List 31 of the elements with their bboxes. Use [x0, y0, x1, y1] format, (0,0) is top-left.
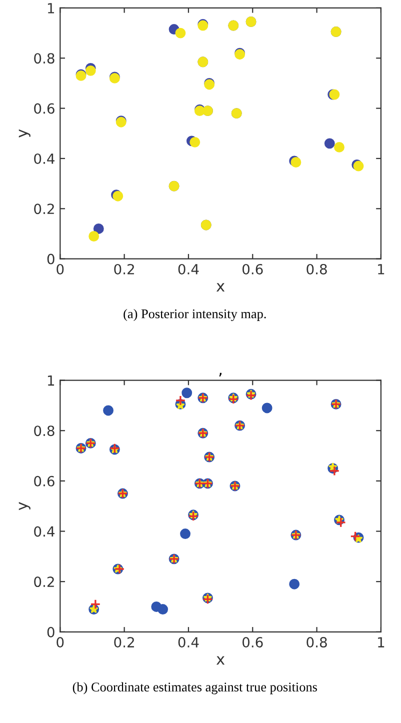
- y-tick-label: 0.4: [34, 526, 55, 537]
- x-axis-title: x: [216, 656, 225, 665]
- y-tick-label: 0: [47, 254, 54, 264]
- x-tick-label: 0.8: [306, 637, 327, 648]
- y-tick-label: 1: [48, 375, 54, 386]
- y-tick-label: 0.4: [34, 153, 55, 164]
- x-tick-label: 0.6: [242, 637, 263, 648]
- x-tick-label: 0: [56, 637, 64, 648]
- x-tick-label: 0.4: [178, 637, 199, 648]
- y-tick-label: 0: [47, 626, 54, 638]
- y-tick-label: 0.6: [34, 476, 54, 486]
- text: (a) Posterior intensity map.: [124, 309, 266, 322]
- text: (b) Coordinate estimates against true positions: [72, 682, 317, 694]
- x-tick-label: 0.4: [178, 264, 199, 274]
- x-tick-label: 0: [56, 264, 64, 274]
- y-tick-label: 0.2: [34, 576, 54, 588]
- y-axis-title: y: [18, 129, 30, 138]
- x-tick-label: 0.8: [306, 264, 327, 274]
- y-tick-label: 0.6: [34, 103, 54, 114]
- x-tick-label: 1: [378, 637, 384, 648]
- x-tick-label: 0.6: [242, 264, 263, 274]
- y-tick-label: 0.2: [34, 204, 54, 214]
- y-axis-title: y: [18, 502, 30, 510]
- y-tick-label: 0.8: [34, 426, 54, 436]
- chart-title: ,: [219, 372, 222, 377]
- x-axis-title: x: [216, 283, 225, 292]
- y-tick-label: 1: [48, 3, 54, 14]
- x-tick-label: 0.2: [114, 637, 134, 648]
- x-tick-label: 0.2: [114, 264, 134, 274]
- y-tick-label: 0.8: [34, 53, 54, 64]
- x-tick-label: 1: [378, 264, 384, 274]
